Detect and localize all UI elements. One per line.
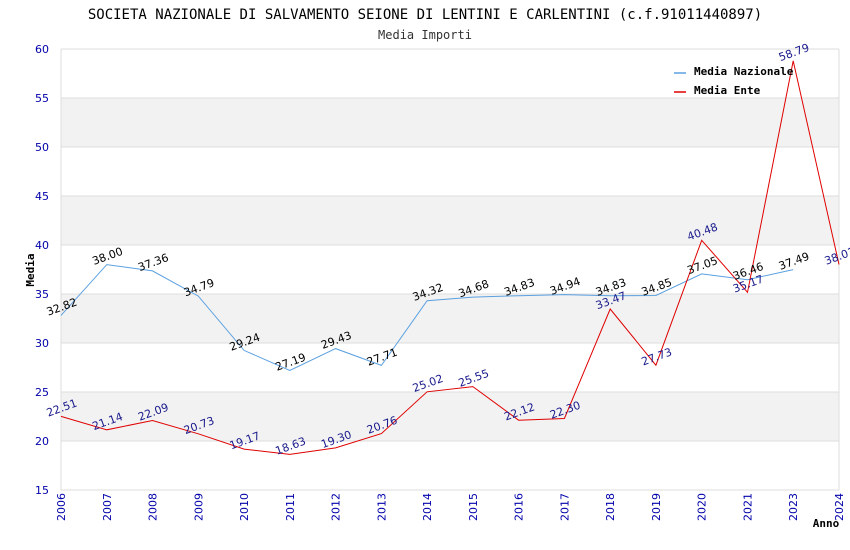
x-tick-label: 2014 [421,493,434,521]
x-tick-label: 2019 [650,493,663,521]
y-tick-label: 40 [35,239,49,252]
y-tick-label: 15 [35,484,49,497]
chart-title: SOCIETA NAZIONALE DI SALVAMENTO SEIONE D… [88,7,762,23]
x-tick-label: 2009 [192,493,205,521]
x-tick-label: 2011 [284,493,297,521]
grid-band [61,98,839,147]
y-tick-label: 60 [35,43,49,56]
data-label-nazionale: 37.49 [777,250,811,273]
legend-label-media-nazionale: Media Nazionale [694,65,794,78]
x-tick-label: 2006 [55,493,68,521]
x-tick-label: 2018 [604,493,617,521]
data-label-ente: 25.55 [457,367,491,390]
y-tick-label: 50 [35,141,49,154]
x-tick-label: 2021 [741,493,754,521]
x-tick-label: 2023 [787,493,800,521]
x-tick-label: 2008 [147,493,160,521]
x-tick-label: 2007 [101,493,114,521]
chart-subtitle: Media Importi [378,28,472,42]
x-tick-label: 2013 [375,493,388,521]
series-line-media-ente [60,60,840,455]
x-tick-label: 2010 [238,493,251,521]
grid-bands [61,98,839,441]
series-lines [60,60,840,455]
x-tick-label: 2016 [513,493,526,521]
data-label-ente: 58.79 [777,41,811,64]
y-tick-label: 45 [35,190,49,203]
grid-band [61,392,839,441]
data-label-ente: 27.73 [640,345,674,368]
x-tick-label: 2020 [696,493,709,521]
x-tick-label: 2024 [833,493,846,521]
legend-label-media-ente: Media Ente [694,84,761,97]
x-axis-ticks: 2006 2007 2008 2009 2010 2011 2012 2013 2014 2015… [55,493,846,521]
y-tick-label: 30 [35,337,49,350]
grid-band [61,294,839,343]
y-tick-label: 55 [35,92,49,105]
data-label-ente: 38.01 [823,245,850,268]
grid-band [61,196,839,245]
x-tick-label: 2015 [467,493,480,521]
legend: Media Nazionale Media Ente [674,65,794,97]
x-axis-label: Anno [813,517,840,530]
x-tick-label: 2012 [330,493,343,521]
x-tick-label: 2017 [558,493,571,521]
data-label-nazionale: 27.71 [365,346,399,369]
series-line-media-nazionale [60,264,794,372]
data-label-nazionale: 37.36 [136,251,170,274]
y-tick-label: 20 [35,435,49,448]
y-tick-label: 35 [35,288,49,301]
y-axis-ticks: 15 20 25 30 35 40 45 50 55 60 [35,43,49,497]
y-axis-label: Media [24,253,37,286]
y-tick-label: 25 [35,386,49,399]
